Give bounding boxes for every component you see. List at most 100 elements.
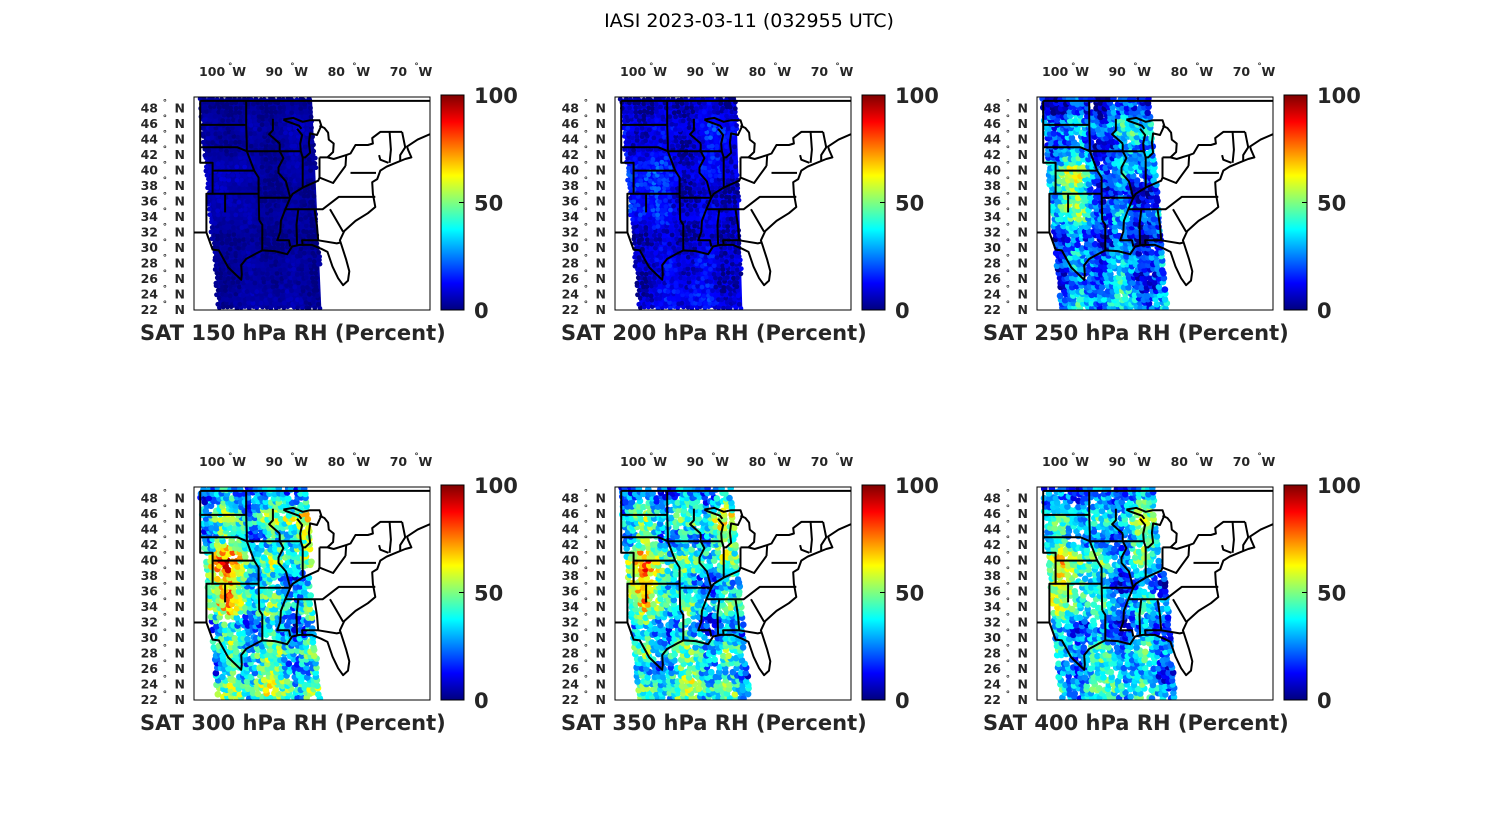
rh-point (250, 300, 256, 306)
rh-point (203, 168, 209, 174)
rh-point (219, 673, 226, 681)
rh-point (253, 618, 260, 626)
lat-label-value: 26 (984, 271, 1002, 286)
rh-point (289, 288, 294, 294)
rh-point (239, 177, 244, 183)
rh-point (277, 105, 283, 111)
rh-point (252, 126, 258, 132)
state-boundaries (194, 99, 430, 287)
lon-label-degree: ° (1071, 62, 1075, 72)
rh-point (692, 242, 698, 248)
rh-point (315, 301, 321, 307)
rh-point (264, 304, 270, 310)
rh-point (649, 250, 655, 256)
rh-point (233, 258, 238, 264)
rh-point (271, 105, 277, 111)
rh-point (215, 101, 221, 106)
rh-point (1144, 109, 1151, 117)
rh-point (223, 109, 229, 115)
rh-point (671, 203, 676, 209)
lat-label-degree: ° (584, 114, 588, 124)
state-boundaries (615, 99, 851, 287)
rh-point (272, 300, 277, 306)
rh-point (680, 118, 686, 124)
rh-point (292, 143, 298, 149)
rh-point (243, 224, 249, 229)
rh-point (242, 219, 248, 225)
rh-point (736, 254, 742, 259)
rh-point (686, 220, 692, 226)
rh-point (1058, 215, 1065, 223)
rh-point (719, 161, 724, 166)
rh-point (253, 236, 259, 242)
rh-point (267, 202, 272, 208)
rh-point (270, 186, 276, 192)
lat-label: 28 ° N (984, 254, 1028, 271)
lon-label: 100 ° W (620, 62, 667, 79)
rh-point (1144, 292, 1151, 300)
rh-point (226, 177, 232, 183)
rh-point (713, 275, 718, 281)
rh-point (264, 122, 270, 127)
colorbar-tick-label: 50 (474, 192, 503, 216)
rh-point (302, 114, 308, 120)
rh-point (627, 208, 633, 214)
map-content (194, 487, 430, 700)
rh-point (736, 197, 742, 203)
rh-point (658, 151, 664, 157)
rh-point (266, 225, 272, 231)
map-frame (614, 96, 852, 311)
rh-point (310, 250, 316, 256)
rh-point (724, 113, 729, 119)
rh-point (649, 101, 655, 107)
rh-point (313, 165, 319, 171)
lon-label-hemi: W (653, 64, 667, 79)
rh-point (662, 139, 668, 145)
rh-point (722, 250, 728, 256)
rh-point (230, 206, 236, 212)
rh-point (276, 301, 282, 307)
rh-point (313, 280, 319, 286)
rh-point (662, 245, 668, 251)
boundary-line (666, 100, 682, 221)
rh-point (653, 300, 659, 306)
rh-point (653, 153, 659, 158)
boundary-line (799, 154, 810, 164)
lat-label: 46 ° N (984, 114, 1028, 131)
lon-label-degree: ° (835, 62, 839, 72)
rh-point (625, 155, 630, 161)
lat-label-value: 28 (562, 256, 579, 271)
rh-point (700, 139, 706, 145)
rh-point (215, 236, 220, 242)
lat-label-hemi: N (596, 287, 606, 302)
rh-point (641, 113, 647, 119)
rh-point (316, 250, 322, 255)
lat-label: 32 ° N (562, 223, 606, 240)
boundary-line (1138, 209, 1143, 245)
rh-point (214, 292, 219, 298)
rh-point (1133, 177, 1141, 184)
rh-point (274, 220, 280, 226)
rh-point (662, 249, 668, 255)
rh-point (291, 266, 297, 272)
rh-point (727, 245, 733, 251)
map-content (194, 97, 430, 310)
rh-point (224, 105, 230, 111)
rh-point (657, 177, 662, 183)
rh-point (735, 267, 740, 273)
rh-point (237, 204, 242, 209)
rh-point (308, 229, 314, 235)
rh-point (719, 204, 725, 209)
lat-label-degree: ° (1006, 161, 1010, 171)
rh-point (237, 301, 243, 307)
rh-point (304, 131, 310, 137)
rh-point (288, 186, 294, 192)
rh-point (299, 271, 305, 277)
rh-point (712, 258, 718, 264)
lat-label-hemi: N (596, 147, 606, 162)
rh-point (653, 178, 659, 184)
rh-point (1086, 194, 1094, 201)
rh-point (219, 110, 225, 115)
rh-point (208, 229, 214, 235)
rh-point (294, 151, 300, 157)
